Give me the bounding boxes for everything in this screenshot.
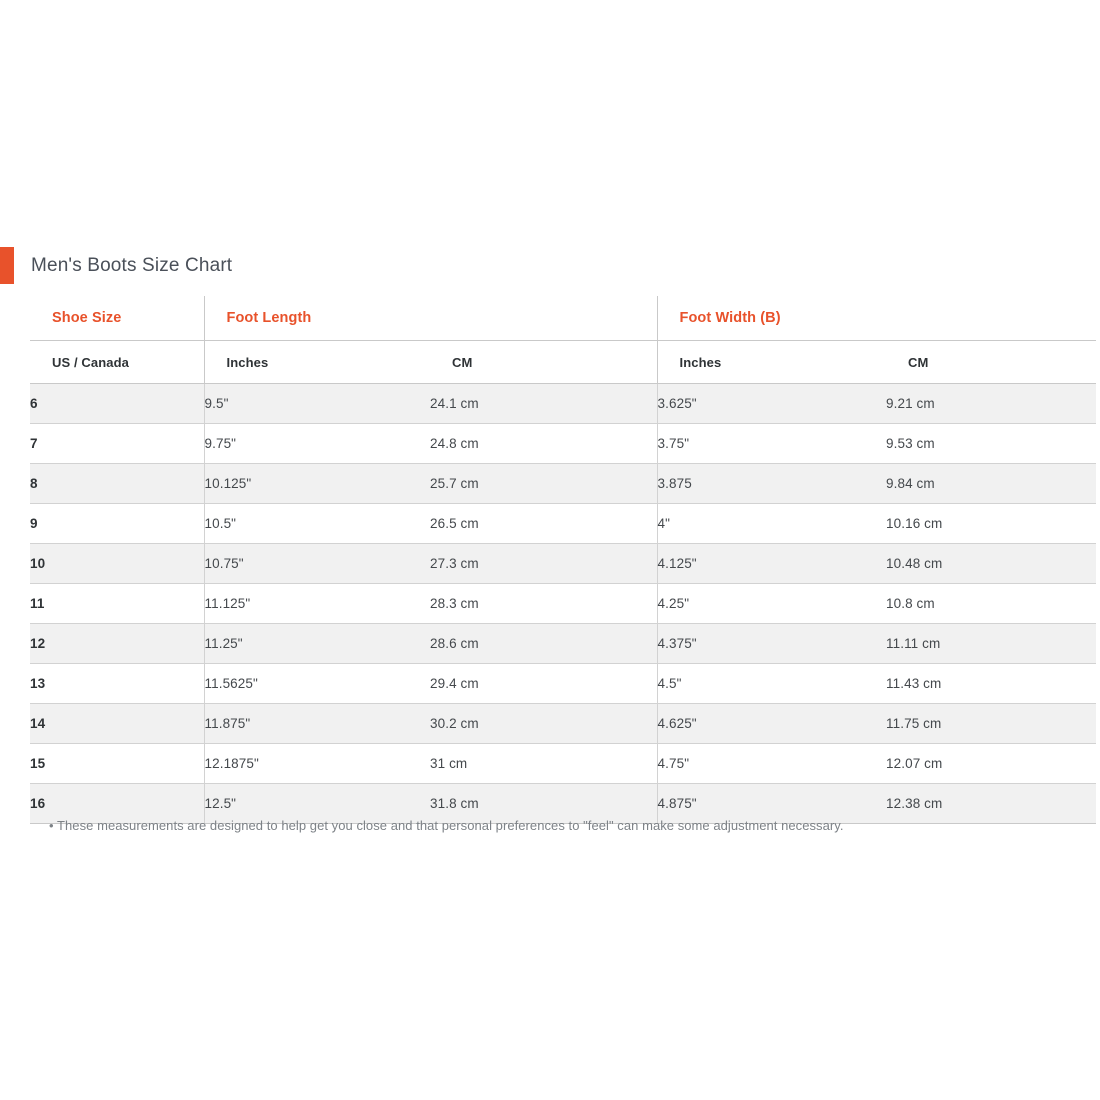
cell-length-inches: 10.75" bbox=[203, 543, 430, 584]
group-header-foot-width: Foot Width (B) bbox=[656, 296, 1097, 341]
table-row: 7 9.75" 24.8 cm 3.75" 9.53 cm bbox=[30, 423, 1097, 464]
cell-width-inches: 4.75" bbox=[656, 743, 887, 784]
cell-length-cm: 30.2 cm bbox=[430, 703, 658, 744]
cell-shoe-size: 15 bbox=[30, 743, 204, 784]
sub-header-width-inches: Inches bbox=[656, 340, 887, 384]
table-row: 16 12.5" 31.8 cm 4.875" 12.38 cm bbox=[30, 783, 1097, 824]
size-chart-table-wrapper: Shoe Size Foot Length Foot Width (B) US … bbox=[30, 296, 1097, 824]
cell-width-cm: 11.75 cm bbox=[886, 703, 1097, 744]
cell-shoe-size: 7 bbox=[30, 423, 204, 464]
cell-width-cm: 12.07 cm bbox=[886, 743, 1097, 784]
cell-length-inches: 11.25" bbox=[203, 623, 430, 664]
cell-length-inches: 11.125" bbox=[203, 583, 430, 624]
cell-shoe-size: 11 bbox=[30, 583, 204, 624]
table-row: 10 10.75" 27.3 cm 4.125" 10.48 cm bbox=[30, 543, 1097, 584]
sub-header-row: US / Canada Inches CM Inches CM bbox=[30, 340, 1097, 384]
cell-width-cm: 9.53 cm bbox=[886, 423, 1097, 464]
cell-width-cm: 11.43 cm bbox=[886, 663, 1097, 704]
cell-width-inches: 4" bbox=[656, 503, 887, 544]
size-chart-table: Shoe Size Foot Length Foot Width (B) US … bbox=[30, 296, 1097, 824]
table-row: 8 10.125" 25.7 cm 3.875 9.84 cm bbox=[30, 463, 1097, 504]
cell-length-cm: 24.1 cm bbox=[430, 383, 658, 424]
cell-width-inches: 4.875" bbox=[656, 783, 887, 824]
cell-width-inches: 3.625" bbox=[656, 383, 887, 424]
cell-length-inches: 10.5" bbox=[203, 503, 430, 544]
cell-length-cm: 24.8 cm bbox=[430, 423, 658, 464]
cell-shoe-size: 12 bbox=[30, 623, 204, 664]
cell-shoe-size: 13 bbox=[30, 663, 204, 704]
page-title: Men's Boots Size Chart bbox=[31, 254, 233, 276]
cell-shoe-size: 9 bbox=[30, 503, 204, 544]
group-header-row: Shoe Size Foot Length Foot Width (B) bbox=[30, 296, 1097, 341]
cell-width-inches: 4.125" bbox=[656, 543, 887, 584]
cell-width-cm: 10.16 cm bbox=[886, 503, 1097, 544]
table-body: 6 9.5" 24.1 cm 3.625" 9.21 cm 7 9.75" 24… bbox=[30, 383, 1097, 824]
accent-bar bbox=[0, 246, 14, 284]
cell-width-inches: 3.75" bbox=[656, 423, 887, 464]
sub-header-length-cm: CM bbox=[430, 340, 658, 384]
cell-width-inches: 3.875 bbox=[656, 463, 887, 504]
cell-length-cm: 31 cm bbox=[430, 743, 658, 784]
table-row: 11 11.125" 28.3 cm 4.25" 10.8 cm bbox=[30, 583, 1097, 624]
cell-length-inches: 12.1875" bbox=[203, 743, 430, 784]
table-head: Shoe Size Foot Length Foot Width (B) US … bbox=[30, 296, 1097, 384]
cell-width-cm: 12.38 cm bbox=[886, 783, 1097, 824]
cell-length-inches: 9.75" bbox=[203, 423, 430, 464]
cell-width-cm: 10.48 cm bbox=[886, 543, 1097, 584]
table-row: 6 9.5" 24.1 cm 3.625" 9.21 cm bbox=[30, 383, 1097, 424]
cell-length-cm: 25.7 cm bbox=[430, 463, 658, 504]
cell-width-inches: 4.25" bbox=[656, 583, 887, 624]
sub-header-width-cm: CM bbox=[886, 340, 1097, 384]
cell-length-inches: 10.125" bbox=[203, 463, 430, 504]
cell-length-cm: 28.3 cm bbox=[430, 583, 658, 624]
cell-shoe-size: 14 bbox=[30, 703, 204, 744]
table-row: 15 12.1875" 31 cm 4.75" 12.07 cm bbox=[30, 743, 1097, 784]
cell-shoe-size: 6 bbox=[30, 383, 204, 424]
cell-width-cm: 9.84 cm bbox=[886, 463, 1097, 504]
group-header-foot-length: Foot Length bbox=[203, 296, 658, 341]
sub-header-us-canada: US / Canada bbox=[30, 340, 204, 384]
title-row: Men's Boots Size Chart bbox=[0, 246, 1100, 284]
cell-shoe-size: 16 bbox=[30, 783, 204, 824]
table-row: 13 11.5625" 29.4 cm 4.5" 11.43 cm bbox=[30, 663, 1097, 704]
cell-shoe-size: 10 bbox=[30, 543, 204, 584]
sub-header-length-inches: Inches bbox=[203, 340, 430, 384]
table-row: 14 11.875" 30.2 cm 4.625" 11.75 cm bbox=[30, 703, 1097, 744]
cell-length-inches: 11.875" bbox=[203, 703, 430, 744]
cell-length-cm: 31.8 cm bbox=[430, 783, 658, 824]
cell-length-cm: 27.3 cm bbox=[430, 543, 658, 584]
cell-length-cm: 26.5 cm bbox=[430, 503, 658, 544]
footnote-text: • These measurements are designed to hel… bbox=[49, 818, 844, 833]
cell-width-cm: 11.11 cm bbox=[886, 623, 1097, 664]
cell-length-cm: 29.4 cm bbox=[430, 663, 658, 704]
cell-width-inches: 4.625" bbox=[656, 703, 887, 744]
table-row: 12 11.25" 28.6 cm 4.375" 11.11 cm bbox=[30, 623, 1097, 664]
cell-length-inches: 11.5625" bbox=[203, 663, 430, 704]
group-header-shoe-size: Shoe Size bbox=[30, 296, 204, 341]
cell-length-inches: 12.5" bbox=[203, 783, 430, 824]
cell-width-inches: 4.375" bbox=[656, 623, 887, 664]
table-row: 9 10.5" 26.5 cm 4" 10.16 cm bbox=[30, 503, 1097, 544]
cell-width-cm: 10.8 cm bbox=[886, 583, 1097, 624]
cell-width-cm: 9.21 cm bbox=[886, 383, 1097, 424]
cell-width-inches: 4.5" bbox=[656, 663, 887, 704]
cell-shoe-size: 8 bbox=[30, 463, 204, 504]
cell-length-inches: 9.5" bbox=[203, 383, 430, 424]
cell-length-cm: 28.6 cm bbox=[430, 623, 658, 664]
